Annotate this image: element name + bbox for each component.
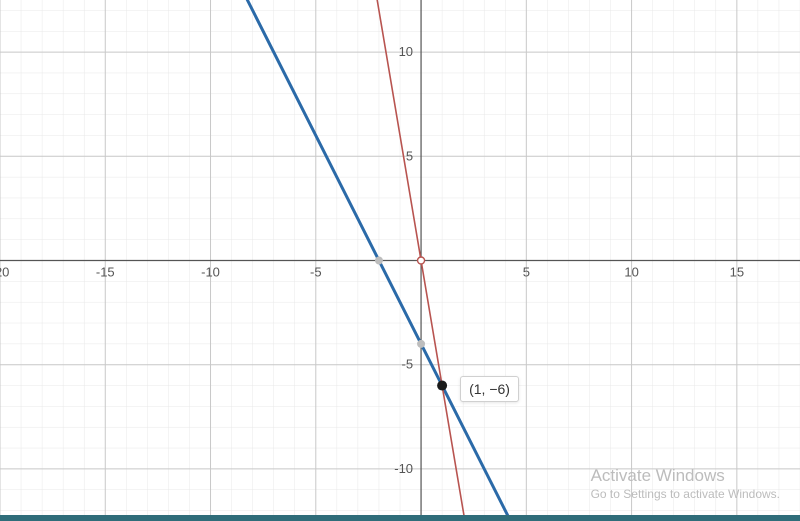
black-marker[interactable] [437,381,447,391]
svg-text:-10: -10 [394,461,413,476]
gray-marker-1[interactable] [375,257,383,265]
gray-marker-2[interactable] [417,340,425,348]
svg-text:10: 10 [399,44,413,59]
chart-svg[interactable]: -20 -15 -10 -5 5 10 15 -10 -5 5 10 [0,0,800,521]
svg-text:15: 15 [730,265,744,280]
chart-container: -20-15-10-551015-10-5510 (1, −6) Activat… [0,0,800,521]
svg-text:-5: -5 [310,265,322,280]
svg-text:-20: -20 [0,265,9,280]
svg-text:-15: -15 [96,265,115,280]
svg-text:-10: -10 [201,265,220,280]
svg-text:5: 5 [523,265,530,280]
red-open-marker[interactable] [418,257,425,264]
svg-text:5: 5 [406,148,413,163]
svg-text:-5: -5 [401,357,413,372]
svg-text:10: 10 [624,265,638,280]
bottom-bar [0,515,800,521]
